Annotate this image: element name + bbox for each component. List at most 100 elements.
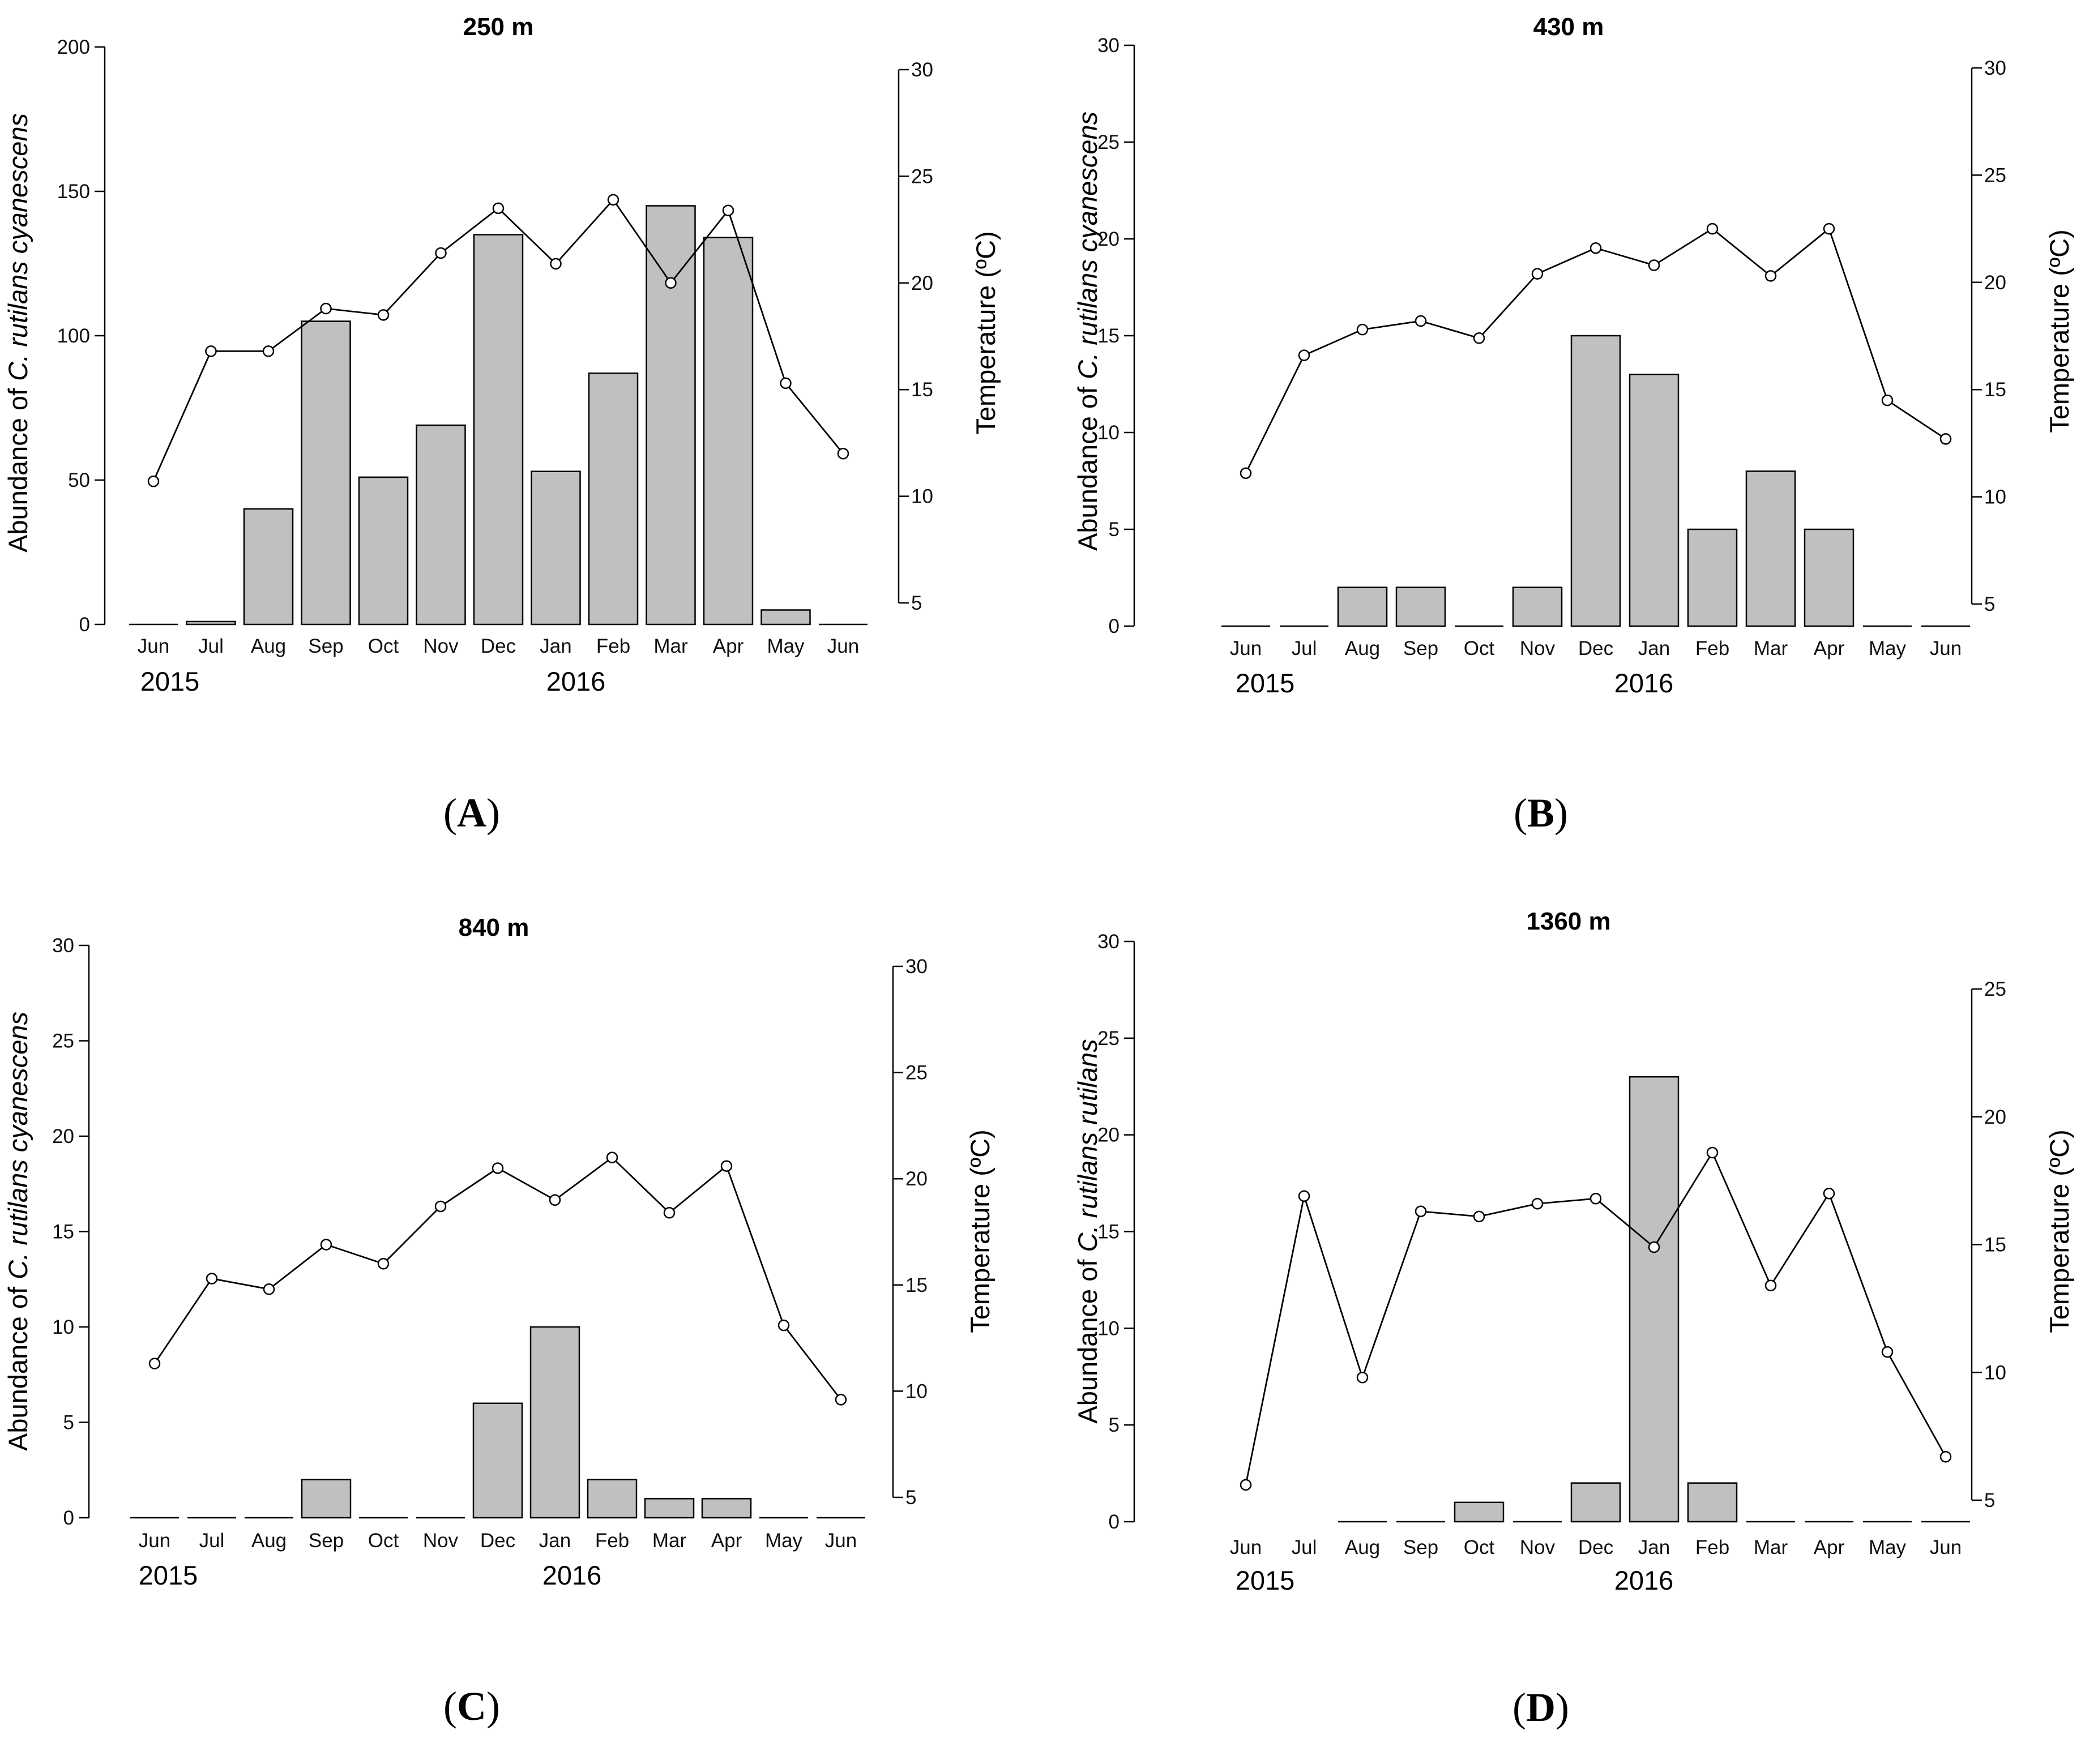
panel-label-close: ) <box>1556 1685 1569 1730</box>
y2-tick-label: 30 <box>905 956 928 978</box>
bar <box>1337 586 1388 627</box>
temperature-point <box>492 1162 504 1174</box>
x-tick-label: Jul <box>1292 637 1317 660</box>
temperature-point <box>434 1200 447 1213</box>
temperature-point <box>835 1394 847 1406</box>
y-tick-label: 5 <box>1109 1414 1119 1436</box>
temperature-point <box>780 377 792 389</box>
x-tick-label: Nov <box>423 635 459 657</box>
x-tick-label: Mar <box>1754 637 1788 660</box>
year-label: 2015 <box>139 1560 198 1590</box>
y-axis-label-prefix: Abundance of <box>3 381 33 553</box>
bar <box>1687 1482 1738 1523</box>
x-tick-label: Jun <box>139 1530 170 1552</box>
year-label: 2015 <box>140 666 200 696</box>
x-tick-label: Nov <box>423 1530 459 1552</box>
y-tick-label: 0 <box>1109 615 1119 637</box>
temperature-point <box>777 1319 790 1331</box>
x-tick-label: Jul <box>199 1530 225 1552</box>
x-tick-label: Dec <box>1578 637 1613 660</box>
bar <box>587 1479 638 1519</box>
bar <box>1454 1501 1505 1523</box>
temperature-point <box>549 1194 561 1206</box>
temperature-point <box>722 204 734 216</box>
y-tick-label: 5 <box>63 1412 74 1434</box>
bar <box>243 508 294 626</box>
y-axis-label-prefix: Abundance of <box>1072 1252 1103 1424</box>
panel-label-open: ( <box>443 790 457 836</box>
y2-tick-label: 15 <box>911 379 933 401</box>
chart-title: 1360 m <box>1526 907 1610 935</box>
temperature-point <box>320 1239 332 1251</box>
y2-tick-label: 20 <box>905 1168 928 1190</box>
temperature-point <box>1473 332 1485 344</box>
x-tick-label: May <box>1869 1536 1907 1559</box>
temperature-point <box>320 302 332 315</box>
y-tick-label: 15 <box>52 1221 74 1243</box>
y-tick-label: 30 <box>1097 35 1119 57</box>
chart-panel-A: 250 m 0 50 100 150 200 Abundance of C. rutilan… <box>3 13 1001 836</box>
y-tick-label: 150 <box>57 181 90 203</box>
x-tick-label: Aug <box>1345 1536 1380 1559</box>
y-tick-label: 0 <box>1109 1511 1119 1533</box>
x-tick-label: Feb <box>596 635 630 657</box>
temperature-point <box>1415 1205 1427 1218</box>
x-tick-label: Jan <box>1638 1536 1670 1559</box>
bar <box>472 1402 523 1519</box>
temperature-point <box>1531 268 1544 280</box>
panel-label: (B) <box>1514 790 1568 836</box>
x-tick-label: Dec <box>481 635 516 657</box>
temperature-point <box>1298 1190 1310 1202</box>
y-axis-label: Abundance of C. rutilans cyanescens <box>1072 112 1103 551</box>
y2-tick-label: 20 <box>1984 272 2006 294</box>
bar <box>473 234 524 626</box>
panel-label-letter: D <box>1526 1685 1556 1730</box>
y2-tick-label: 25 <box>905 1062 928 1084</box>
x-tick-label: Jun <box>825 1530 857 1552</box>
panel-label-open: ( <box>443 1684 457 1729</box>
chart-title: 840 m <box>459 914 529 941</box>
y2-tick-label: 30 <box>1984 57 2006 79</box>
x-tick-label: Oct <box>1464 637 1495 660</box>
y-tick-label: 5 <box>1109 519 1119 541</box>
x-tick-label: Jun <box>1930 1536 1962 1559</box>
temperature-point <box>262 345 275 357</box>
y2-axis-label: Temperature (ºC) <box>2044 1129 2074 1333</box>
x-tick-label: Jan <box>1638 637 1670 660</box>
bar <box>1629 374 1680 627</box>
chart-title: 250 m <box>463 13 534 41</box>
temperature-point <box>1823 222 1835 235</box>
x-tick-label: Nov <box>1520 637 1556 660</box>
y-tick-label: 100 <box>57 325 90 347</box>
y-tick-label: 200 <box>57 36 90 58</box>
temperature-point <box>1531 1198 1544 1210</box>
y-tick-label: 50 <box>68 469 90 491</box>
y-tick-label: 30 <box>1097 931 1119 953</box>
x-tick-label: Jun <box>827 635 859 657</box>
x-tick-label: Dec <box>480 1530 515 1552</box>
y-tick-label: 30 <box>52 935 74 957</box>
y2-tick-label: 5 <box>905 1487 916 1509</box>
temperature-point <box>1648 259 1660 271</box>
y2-axis-label: Temperature (ºC) <box>971 231 1001 434</box>
x-tick-label: Sep <box>1403 1536 1438 1559</box>
bar <box>1804 528 1855 627</box>
temperature-point <box>1415 315 1427 327</box>
temperature-point <box>1356 1372 1369 1384</box>
y2-tick-label: 5 <box>1984 1489 1995 1512</box>
x-tick-label: Sep <box>309 1530 344 1552</box>
temperature-point <box>1589 242 1602 254</box>
y-tick-label: 25 <box>1097 1027 1119 1050</box>
panel-label: (A) <box>443 790 500 836</box>
y-axis-label-prefix: Abundance of <box>3 1279 33 1451</box>
bar <box>646 205 696 626</box>
bar <box>186 620 236 626</box>
y2-tick-label: 10 <box>905 1380 928 1402</box>
bar <box>703 237 754 626</box>
bar <box>301 1479 352 1519</box>
x-tick-label: Jan <box>540 635 571 657</box>
x-tick-label: Feb <box>1695 1536 1729 1559</box>
y2-tick-label: 20 <box>911 272 933 294</box>
temperature-line <box>153 1156 842 1401</box>
temperature-point <box>837 447 849 460</box>
